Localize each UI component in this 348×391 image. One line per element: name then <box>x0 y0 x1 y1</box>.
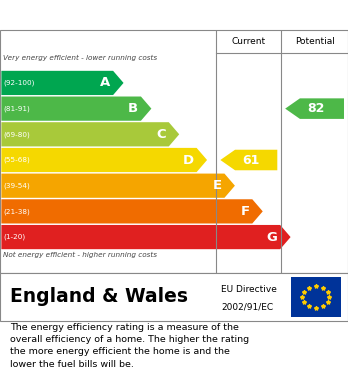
Text: Current: Current <box>232 37 266 46</box>
Polygon shape <box>1 199 263 224</box>
Polygon shape <box>220 150 277 170</box>
Text: A: A <box>100 76 110 90</box>
Text: B: B <box>128 102 138 115</box>
Text: C: C <box>156 128 166 141</box>
Bar <box>291 277 341 317</box>
Polygon shape <box>1 148 207 172</box>
Text: E: E <box>213 179 222 192</box>
Text: (92-100): (92-100) <box>3 80 35 86</box>
Text: 2002/91/EC: 2002/91/EC <box>221 302 273 311</box>
Text: (55-68): (55-68) <box>3 157 30 163</box>
Text: Potential: Potential <box>295 37 334 46</box>
Polygon shape <box>285 99 344 119</box>
Polygon shape <box>1 174 235 198</box>
Polygon shape <box>1 97 151 121</box>
Text: (21-38): (21-38) <box>3 208 30 215</box>
Text: F: F <box>240 205 250 218</box>
Text: D: D <box>183 154 194 167</box>
Text: 82: 82 <box>308 102 325 115</box>
Text: Not energy efficient - higher running costs: Not energy efficient - higher running co… <box>3 252 158 258</box>
Text: England & Wales: England & Wales <box>10 287 188 307</box>
Text: (1-20): (1-20) <box>3 234 26 240</box>
Text: G: G <box>267 231 277 244</box>
Polygon shape <box>1 225 291 249</box>
Text: (81-91): (81-91) <box>3 106 30 112</box>
Text: 61: 61 <box>242 154 259 167</box>
Text: Very energy efficient - lower running costs: Very energy efficient - lower running co… <box>3 55 158 61</box>
Text: The energy efficiency rating is a measure of the
overall efficiency of a home. T: The energy efficiency rating is a measur… <box>10 323 250 369</box>
Polygon shape <box>1 122 179 147</box>
Text: (39-54): (39-54) <box>3 183 30 189</box>
Text: (69-80): (69-80) <box>3 131 30 138</box>
Text: EU Directive: EU Directive <box>221 285 277 294</box>
Text: Energy Efficiency Rating: Energy Efficiency Rating <box>10 7 213 23</box>
Polygon shape <box>1 71 124 95</box>
